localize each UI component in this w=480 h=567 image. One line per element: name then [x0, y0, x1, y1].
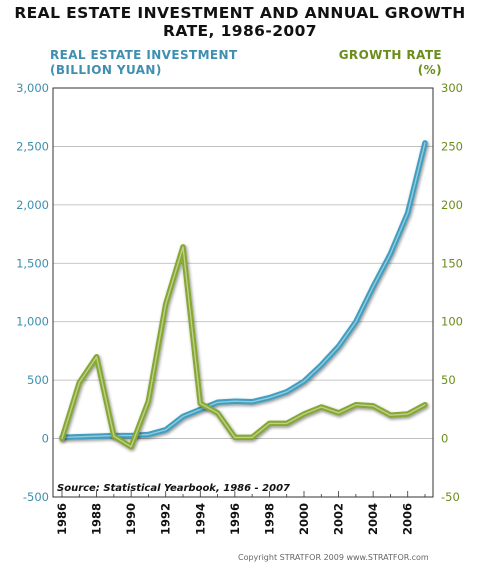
data-point: [251, 401, 253, 403]
x-tick-label: 2000: [297, 503, 311, 535]
right-tick-label: 200: [441, 198, 463, 212]
data-point: [130, 434, 132, 436]
data-point: [303, 413, 305, 415]
x-tick-label: 1998: [262, 503, 276, 535]
series-line-highlight: [61, 246, 426, 448]
data-point: [147, 433, 149, 435]
data-point: [268, 396, 270, 398]
x-axis-ticks: 1986 1988 1990 1992 1994 1996 1998 2000 2002 2004…: [55, 491, 426, 535]
data-point: [320, 364, 322, 366]
data-point: [424, 142, 426, 144]
right-tick-label: 150: [441, 256, 463, 270]
data-point: [355, 403, 357, 405]
data-point: [372, 405, 374, 407]
copyright-note: Copyright STRATFOR 2009 www.STRATFOR.com: [238, 553, 429, 562]
data-point: [320, 406, 322, 408]
right-axis-ticks: 300 250 200 150 100 50 0 -50: [441, 81, 463, 504]
data-point: [303, 380, 305, 382]
x-tick-label: 1996: [228, 503, 242, 535]
data-point: [95, 435, 97, 437]
data-point: [182, 415, 184, 417]
x-tick-label: 1992: [159, 503, 173, 535]
series-line-highlight: [61, 142, 426, 439]
data-point: [372, 285, 374, 287]
series-line-growth-rate: [59, 244, 428, 450]
data-point: [78, 381, 80, 383]
data-point: [216, 401, 218, 403]
data-point: [95, 356, 97, 358]
data-point: [286, 391, 288, 393]
right-axis-title-line-1: GROWTH RATE: [338, 48, 442, 62]
data-point: [113, 435, 115, 437]
right-axis-title-line-2: (%): [417, 63, 442, 77]
x-tick-label: 1988: [90, 503, 104, 535]
x-tick-label: 2006: [401, 503, 415, 535]
right-axis-title: GROWTH RATE (%): [339, 48, 442, 78]
data-point: [286, 422, 288, 424]
data-point: [268, 422, 270, 424]
data-point: [337, 412, 339, 414]
series-line-body: [59, 140, 428, 441]
series-line-body: [59, 244, 428, 450]
chart-title-line-1: REAL ESTATE INVESTMENT AND ANNUAL GROWTH: [14, 4, 466, 22]
left-tick-label: 2,000: [16, 198, 49, 212]
x-tick-label: 1986: [55, 503, 69, 535]
left-tick-label: 1,500: [16, 256, 49, 270]
data-point: [199, 408, 201, 410]
chart-title: REAL ESTATE INVESTMENT AND ANNUAL GROWTH…: [0, 4, 480, 40]
x-tick-label: 1994: [193, 503, 207, 535]
data-point: [147, 400, 149, 402]
x-tick-label: 2002: [332, 503, 346, 535]
data-point: [251, 436, 253, 438]
left-tick-label: 0: [42, 432, 49, 446]
gridlines: [53, 146, 433, 439]
data-point: [130, 446, 132, 448]
left-tick-label: -500: [23, 490, 49, 504]
series-lines: [59, 140, 428, 450]
data-point: [389, 253, 391, 255]
right-tick-label: 250: [441, 139, 463, 153]
left-axis-title: REAL ESTATE INVESTMENT (BILLION YUAN): [50, 48, 238, 78]
series-line-investment: [59, 140, 428, 441]
x-tick-label: 1990: [124, 503, 138, 535]
left-tick-label: 2,500: [16, 139, 49, 153]
data-point: [61, 437, 63, 439]
data-point: [234, 400, 236, 402]
x-tick-label: 2004: [366, 503, 380, 535]
data-point: [216, 412, 218, 414]
data-point: [165, 429, 167, 431]
left-axis-ticks: 3,000 2,500 2,000 1,500 1,000 500 0 -500: [16, 81, 49, 504]
data-point: [165, 303, 167, 305]
left-axis-title-line-2: (BILLION YUAN): [50, 63, 162, 77]
data-point: [234, 436, 236, 438]
data-point: [199, 402, 201, 404]
right-tick-label: 100: [441, 315, 463, 329]
chart-title-line-2: RATE, 1986-2007: [163, 22, 317, 40]
left-tick-label: 500: [27, 373, 49, 387]
data-point: [424, 403, 426, 405]
right-tick-label: 300: [441, 81, 463, 95]
data-point: [407, 212, 409, 214]
data-point: [407, 413, 409, 415]
left-axis-title-line-1: REAL ESTATE INVESTMENT: [50, 48, 238, 62]
right-tick-label: -50: [441, 490, 460, 504]
data-point: [337, 345, 339, 347]
left-tick-label: 3,000: [16, 81, 49, 95]
right-tick-label: 50: [441, 373, 456, 387]
data-point: [389, 414, 391, 416]
source-note: Source: Statistical Yearbook, 1986 - 200…: [57, 483, 290, 494]
data-point: [182, 246, 184, 248]
data-point: [78, 436, 80, 438]
data-point: [355, 321, 357, 323]
left-tick-label: 1,000: [16, 315, 49, 329]
right-tick-label: 0: [441, 432, 448, 446]
plot-frame: [52, 87, 434, 498]
